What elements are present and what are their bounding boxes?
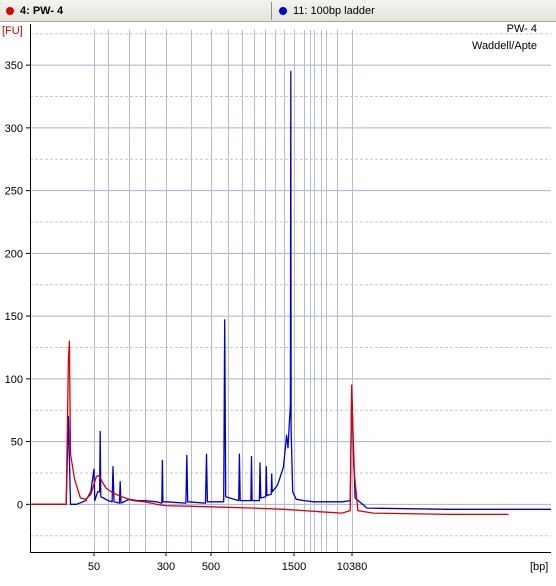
y-tick-label: 300 bbox=[5, 123, 23, 135]
y-tick-label: 250 bbox=[5, 186, 23, 198]
y-tick-label: 200 bbox=[5, 248, 23, 260]
y-tick-label: 0 bbox=[17, 499, 23, 511]
ladder-trace-line bbox=[29, 70, 551, 510]
legend-ladder-label: 11: 100bp ladder bbox=[293, 5, 375, 17]
plot-area bbox=[29, 70, 551, 516]
red-dot-icon bbox=[6, 7, 14, 15]
axes: 0 50 100 150 200 250 300 350 50 300 500 1500 10380 bbox=[5, 24, 551, 573]
legend-divider bbox=[271, 2, 272, 20]
blue-dot-icon bbox=[279, 7, 287, 15]
electropherogram-chart: 0 50 100 150 200 250 300 350 50 300 500 1500 10380 [… bbox=[2, 23, 551, 573]
y-tick-label: 100 bbox=[5, 374, 23, 386]
y-axis-unit-label: [FU] bbox=[2, 25, 23, 37]
sample-name-label: PW- 4 bbox=[507, 23, 537, 35]
x-tick-label: 50 bbox=[88, 561, 100, 573]
sample-owner-label: Waddell/Apte bbox=[472, 40, 537, 52]
sample-legend-bar: 4: PW- 4 11: 100bp ladder bbox=[0, 0, 556, 22]
x-tick-label: 10380 bbox=[337, 561, 368, 573]
x-tick-label: 500 bbox=[202, 561, 220, 573]
x-tick-label: 300 bbox=[157, 561, 175, 573]
legend-item-sample[interactable]: 4: PW- 4 bbox=[6, 0, 63, 22]
y-tick-label: 50 bbox=[11, 437, 23, 449]
sample-trace-line bbox=[29, 340, 509, 516]
y-tick-label: 350 bbox=[5, 60, 23, 72]
legend-sample-label: 4: PW- 4 bbox=[20, 5, 64, 17]
x-axis-unit-label: [bp] bbox=[530, 561, 548, 573]
y-tick-label: 150 bbox=[5, 311, 23, 323]
legend-item-ladder[interactable]: 11: 100bp ladder bbox=[279, 0, 375, 22]
x-tick-label: 1500 bbox=[282, 561, 306, 573]
